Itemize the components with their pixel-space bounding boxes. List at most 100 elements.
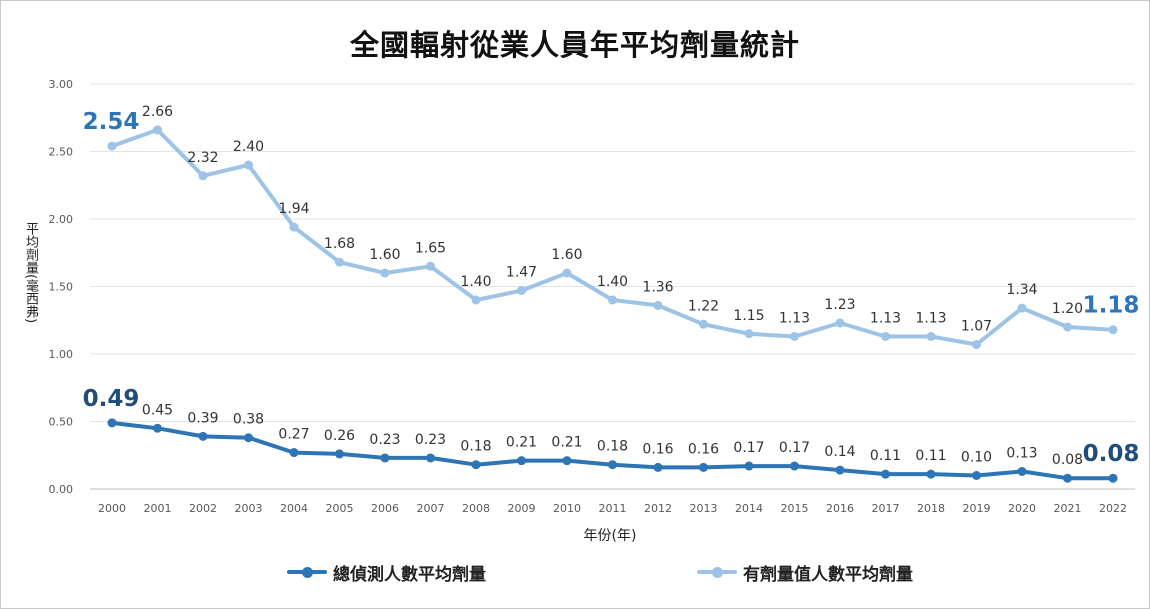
data-label: 1.34 xyxy=(1006,282,1037,298)
data-point xyxy=(1063,322,1072,332)
x-tick-label: 2002 xyxy=(189,502,217,515)
legend-label-series-1: 總偵測人數平均劑量 xyxy=(333,564,486,585)
data-label: 1.60 xyxy=(369,247,400,263)
data-label: 0.26 xyxy=(324,428,355,444)
y-tick-label: 3.00 xyxy=(49,78,74,91)
y-tick-label: 1.50 xyxy=(49,281,74,294)
data-point xyxy=(1017,466,1027,476)
data-label: 0.14 xyxy=(824,444,855,460)
data-point xyxy=(1108,325,1118,335)
data-label: 1.22 xyxy=(688,298,719,314)
data-point xyxy=(289,222,299,232)
data-label: 0.16 xyxy=(688,441,719,457)
data-point xyxy=(835,318,845,328)
x-tick-label: 2004 xyxy=(280,502,308,515)
y-tick-label: 0.50 xyxy=(49,416,74,429)
x-tick-label: 2007 xyxy=(417,502,445,515)
x-tick-label: 2017 xyxy=(872,502,900,515)
data-point xyxy=(653,300,663,310)
data-label: 0.49 xyxy=(83,386,140,412)
x-tick-label: 2016 xyxy=(826,502,854,515)
data-point xyxy=(926,469,936,479)
data-label: 1.15 xyxy=(733,308,764,324)
data-point xyxy=(244,433,253,443)
data-label: 0.08 xyxy=(1052,452,1083,468)
data-label: 1.20 xyxy=(1052,301,1083,317)
data-point xyxy=(881,331,890,341)
data-point xyxy=(426,453,435,463)
data-point xyxy=(1063,473,1072,483)
y-tick-label: 1.00 xyxy=(49,348,74,361)
data-label: 0.18 xyxy=(597,439,628,455)
data-point xyxy=(1017,303,1027,313)
x-tick-label: 2022 xyxy=(1099,502,1127,515)
data-point xyxy=(744,461,754,471)
data-point xyxy=(198,431,208,441)
data-point xyxy=(426,261,435,271)
data-label: 0.21 xyxy=(551,435,582,451)
data-point xyxy=(790,461,799,471)
x-tick-label: 2003 xyxy=(235,502,263,515)
x-tick-label: 2013 xyxy=(690,502,718,515)
y-tick-label: 0.00 xyxy=(49,483,74,496)
data-label: 1.47 xyxy=(506,265,537,281)
legend-label-series-2: 有劑量值人數平均劑量 xyxy=(743,564,913,585)
data-label: 0.11 xyxy=(870,448,901,464)
data-label: 1.40 xyxy=(460,274,491,290)
data-point xyxy=(198,171,208,181)
data-label: 0.08 xyxy=(1083,441,1140,467)
data-point xyxy=(562,268,572,278)
x-tick-label: 2001 xyxy=(144,502,172,515)
x-tick-label: 2012 xyxy=(644,502,672,515)
y-axis-label: 平均劑量(毫西弗) xyxy=(23,222,38,324)
x-tick-label: 2009 xyxy=(508,502,536,515)
legend-item-series-1: 總偵測人數平均劑量 xyxy=(287,560,486,585)
data-label: 0.17 xyxy=(779,440,810,456)
x-tick-label: 2018 xyxy=(917,502,945,515)
data-point xyxy=(107,141,117,151)
x-tick-label: 2010 xyxy=(553,502,581,515)
data-label: 0.39 xyxy=(187,410,218,426)
data-point xyxy=(972,340,981,350)
x-tick-label: 2000 xyxy=(98,502,126,515)
data-point xyxy=(881,469,890,479)
x-tick-label: 2011 xyxy=(599,502,627,515)
data-point xyxy=(653,462,663,472)
data-point xyxy=(153,125,162,135)
x-tick-label: 2008 xyxy=(462,502,490,515)
data-label: 1.13 xyxy=(915,310,946,326)
data-point xyxy=(926,331,936,341)
data-label: 0.23 xyxy=(415,432,446,448)
data-point xyxy=(608,295,617,305)
data-label: 1.40 xyxy=(597,274,628,290)
data-label: 1.07 xyxy=(961,319,992,335)
x-tick-label: 2021 xyxy=(1054,502,1082,515)
data-label: 0.11 xyxy=(915,448,946,464)
data-label: 1.65 xyxy=(415,240,446,256)
data-label: 0.17 xyxy=(733,440,764,456)
series-line-2 xyxy=(110,127,1115,347)
data-label: 0.23 xyxy=(369,432,400,448)
legend-item-series-2: 有劑量值人數平均劑量 xyxy=(697,560,913,585)
data-label: 0.21 xyxy=(506,435,537,451)
data-point xyxy=(244,160,253,170)
data-point xyxy=(835,465,845,475)
chart-title: 全國輻射從業人員年平均劑量統計 xyxy=(349,28,800,62)
data-point xyxy=(107,418,117,428)
data-label: 0.16 xyxy=(642,441,673,457)
data-point xyxy=(1108,473,1118,483)
data-label: 0.18 xyxy=(460,439,491,455)
x-tick-label: 2015 xyxy=(781,502,809,515)
data-label: 1.60 xyxy=(551,247,582,263)
data-point xyxy=(380,453,390,463)
data-label: 0.45 xyxy=(142,402,173,418)
data-point xyxy=(972,471,981,480)
data-label: 1.18 xyxy=(1083,293,1140,319)
data-label: 0.13 xyxy=(1006,445,1037,461)
legend-swatch-series-2 xyxy=(697,566,737,578)
data-label: 2.40 xyxy=(233,139,264,155)
data-point xyxy=(517,286,526,296)
legend-swatch-series-1 xyxy=(287,566,327,578)
data-point xyxy=(289,448,299,458)
